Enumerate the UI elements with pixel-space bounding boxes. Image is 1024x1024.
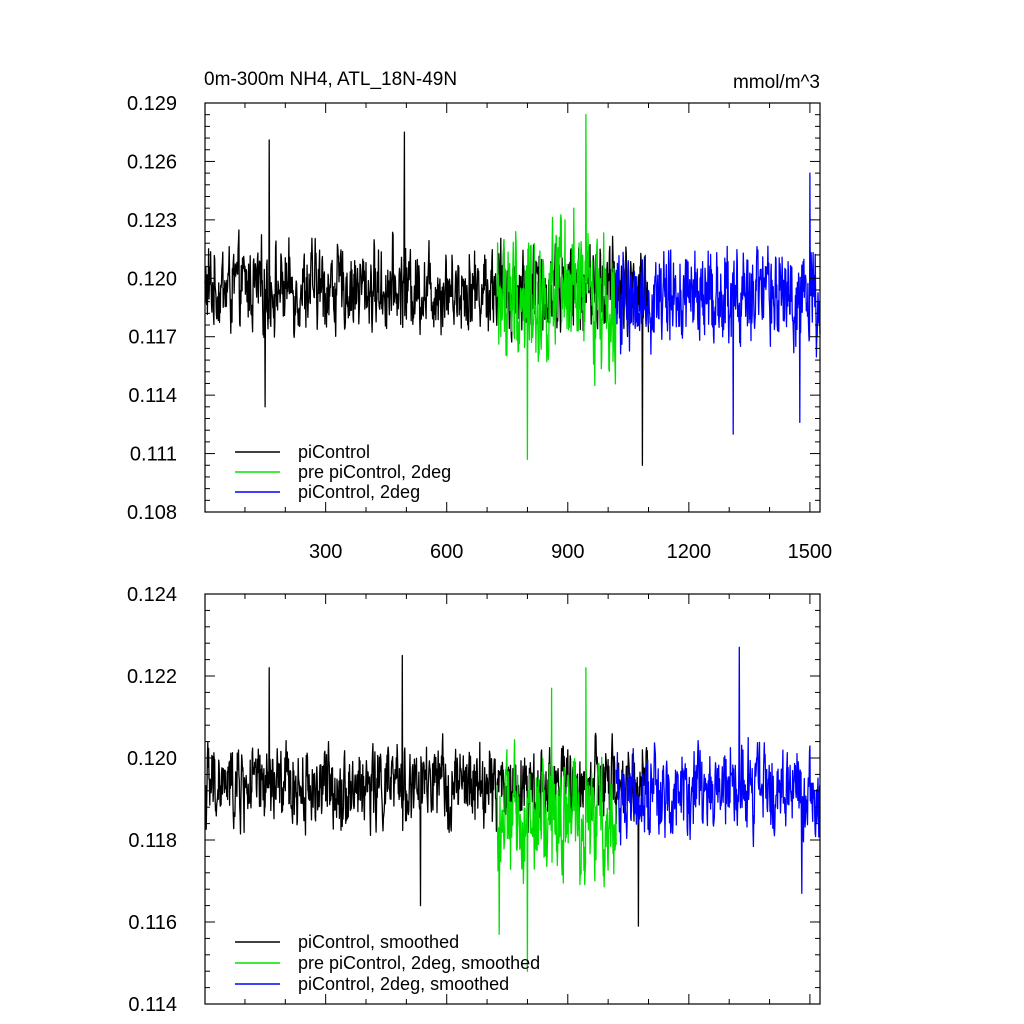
top-series-layer: [204, 114, 821, 466]
y-tick-label: 0.118: [128, 830, 177, 852]
x-tick-label: 900: [551, 541, 584, 563]
y-tick-label: 0.123: [127, 210, 177, 232]
top-panel: 0m-300m NH4, ATL_18N-49N mmol/m^3 0.1080…: [127, 69, 832, 563]
series-line-0: [204, 654, 650, 927]
series-line-2: [615, 646, 821, 894]
top-panel-units: mmol/m^3: [733, 72, 820, 93]
y-tick-label: 0.122: [127, 666, 177, 688]
x-tick-label: 1200: [667, 541, 712, 563]
y-tick-label: 0.111: [130, 444, 177, 466]
x-tick-label: 600: [430, 541, 463, 563]
bottom-panel: 0.114 0.116 0.118 0.120 0.122 0.124 piControl…: [127, 584, 821, 1016]
y-tick-label: 0.114: [128, 994, 177, 1016]
legend-label: pre piControl, 2deg: [298, 462, 451, 482]
y-tick-label: 0.124: [127, 584, 177, 606]
y-tick-label: 0.116: [128, 912, 177, 934]
series-line-1: [496, 114, 617, 461]
legend-label: piControl, smoothed: [298, 932, 459, 952]
series-line-1: [496, 667, 617, 972]
y-tick-label: 0.117: [128, 327, 177, 349]
top-ticks-layer: 0.108 0.111 0.114 0.117 0.120 0.123 0.126 0.129…: [127, 93, 832, 563]
series-line-0: [204, 131, 650, 466]
y-tick-label: 0.114: [128, 385, 177, 407]
y-tick-label: 0.120: [127, 748, 177, 770]
y-tick-label: 0.120: [127, 268, 177, 290]
legend-label: pre piControl, 2deg, smoothed: [298, 953, 540, 973]
legend-label: piControl: [298, 442, 370, 462]
top-plot-frame: [204, 102, 821, 513]
y-tick-label: 0.126: [127, 151, 177, 173]
series-line-2: [615, 172, 821, 435]
legend-label: piControl, 2deg: [298, 482, 420, 502]
bottom-plot-frame: [204, 593, 821, 1005]
y-tick-label: 0.129: [127, 93, 177, 115]
legend-label: piControl, 2deg, smoothed: [298, 974, 509, 994]
bottom-series-layer: [204, 646, 821, 972]
x-tick-label: 1500: [788, 541, 833, 563]
x-tick-label: 300: [309, 541, 342, 563]
y-tick-label: 0.108: [127, 502, 177, 524]
bottom-ticks-layer: 0.114 0.116 0.118 0.120 0.122 0.124: [127, 584, 820, 1016]
top-panel-title: 0m-300m NH4, ATL_18N-49N: [204, 69, 457, 90]
